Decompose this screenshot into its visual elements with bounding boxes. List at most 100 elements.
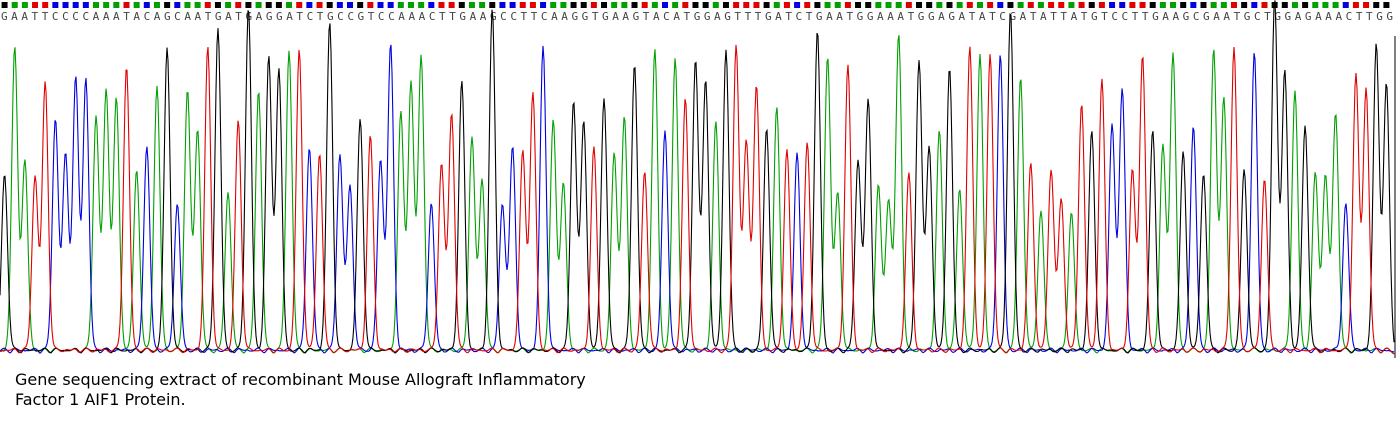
quality-square bbox=[1037, 2, 1044, 8]
traces bbox=[0, 0, 1395, 355]
trace-g bbox=[0, 0, 1395, 354]
quality-square bbox=[174, 2, 181, 8]
quality-square bbox=[875, 2, 882, 8]
quality-square bbox=[1068, 2, 1075, 8]
quality-square bbox=[783, 2, 790, 8]
quality-square bbox=[1170, 2, 1177, 8]
quality-square bbox=[1220, 2, 1227, 8]
quality-square bbox=[225, 2, 232, 8]
quality-square bbox=[1098, 2, 1105, 8]
base-sequence: GAATTCCCCAAATACAGCAATGATGAGGATCTGCCGTCCA… bbox=[1, 10, 1393, 23]
quality-square bbox=[1302, 2, 1309, 8]
quality-square bbox=[468, 2, 475, 8]
quality-square bbox=[214, 2, 221, 8]
quality-square bbox=[316, 2, 323, 8]
quality-square bbox=[956, 2, 963, 8]
quality-square bbox=[357, 2, 364, 8]
quality-square bbox=[133, 2, 140, 8]
quality-square bbox=[1190, 2, 1197, 8]
quality-square bbox=[143, 2, 150, 8]
quality-square bbox=[763, 2, 770, 8]
quality-square bbox=[580, 2, 587, 8]
quality-square bbox=[235, 2, 242, 8]
quality-square bbox=[540, 2, 547, 8]
quality-square bbox=[184, 2, 191, 8]
quality-square bbox=[946, 2, 953, 8]
quality-square bbox=[1210, 2, 1217, 8]
quality-square bbox=[794, 2, 801, 8]
quality-square bbox=[407, 2, 414, 8]
quality-square bbox=[722, 2, 729, 8]
quality-square bbox=[865, 2, 872, 8]
quality-square bbox=[621, 2, 628, 8]
quality-square bbox=[11, 2, 18, 8]
quality-square bbox=[377, 2, 384, 8]
quality-square bbox=[916, 2, 923, 8]
quality-square bbox=[905, 2, 912, 8]
quality-square bbox=[418, 2, 425, 8]
trace-t bbox=[0, 44, 1395, 355]
quality-square bbox=[1058, 2, 1065, 8]
quality-square bbox=[1078, 2, 1085, 8]
quality-square bbox=[489, 2, 496, 8]
quality-square bbox=[1027, 2, 1034, 8]
quality-square bbox=[52, 2, 59, 8]
quality-square bbox=[1332, 2, 1339, 8]
quality-square bbox=[936, 2, 943, 8]
quality-square bbox=[42, 2, 49, 8]
quality-square bbox=[641, 2, 648, 8]
quality-square bbox=[1129, 2, 1136, 8]
quality-square bbox=[1281, 2, 1288, 8]
quality-square bbox=[93, 2, 100, 8]
quality-square bbox=[1109, 2, 1116, 8]
quality-square bbox=[1088, 2, 1095, 8]
quality-square bbox=[296, 2, 303, 8]
quality-square bbox=[1230, 2, 1237, 8]
quality-square bbox=[1342, 2, 1349, 8]
quality-square bbox=[265, 2, 272, 8]
caption-line: Gene sequencing extract of recombinant M… bbox=[15, 370, 586, 389]
quality-square bbox=[529, 2, 536, 8]
quality-square bbox=[1291, 2, 1298, 8]
quality-square bbox=[702, 2, 709, 8]
quality-square bbox=[773, 2, 780, 8]
quality-square bbox=[712, 2, 719, 8]
quality-square bbox=[611, 2, 618, 8]
base-quality-squares bbox=[1, 2, 1390, 8]
quality-square bbox=[347, 2, 354, 8]
quality-square bbox=[753, 2, 760, 8]
quality-square bbox=[895, 2, 902, 8]
quality-square bbox=[1, 2, 8, 8]
quality-square bbox=[21, 2, 28, 8]
quality-square bbox=[987, 2, 994, 8]
quality-square bbox=[1119, 2, 1126, 8]
quality-square bbox=[204, 2, 211, 8]
caption-line: Factor 1 AIF1 Protein. bbox=[15, 390, 186, 409]
quality-square bbox=[682, 2, 689, 8]
quality-square bbox=[997, 2, 1004, 8]
quality-square bbox=[32, 2, 39, 8]
quality-square bbox=[123, 2, 130, 8]
quality-square bbox=[733, 2, 740, 8]
quality-square bbox=[1383, 2, 1390, 8]
quality-square bbox=[601, 2, 608, 8]
quality-square bbox=[855, 2, 862, 8]
quality-square bbox=[885, 2, 892, 8]
quality-square bbox=[1363, 2, 1370, 8]
quality-square bbox=[1007, 2, 1014, 8]
quality-square bbox=[1251, 2, 1258, 8]
quality-square bbox=[164, 2, 171, 8]
quality-square bbox=[814, 2, 821, 8]
quality-square bbox=[570, 2, 577, 8]
quality-square bbox=[336, 2, 343, 8]
quality-square bbox=[438, 2, 445, 8]
quality-square bbox=[1180, 2, 1187, 8]
quality-square bbox=[113, 2, 120, 8]
quality-square bbox=[1017, 2, 1024, 8]
quality-square bbox=[306, 2, 313, 8]
quality-square bbox=[428, 2, 435, 8]
quality-square bbox=[1373, 2, 1380, 8]
quality-square bbox=[966, 2, 973, 8]
